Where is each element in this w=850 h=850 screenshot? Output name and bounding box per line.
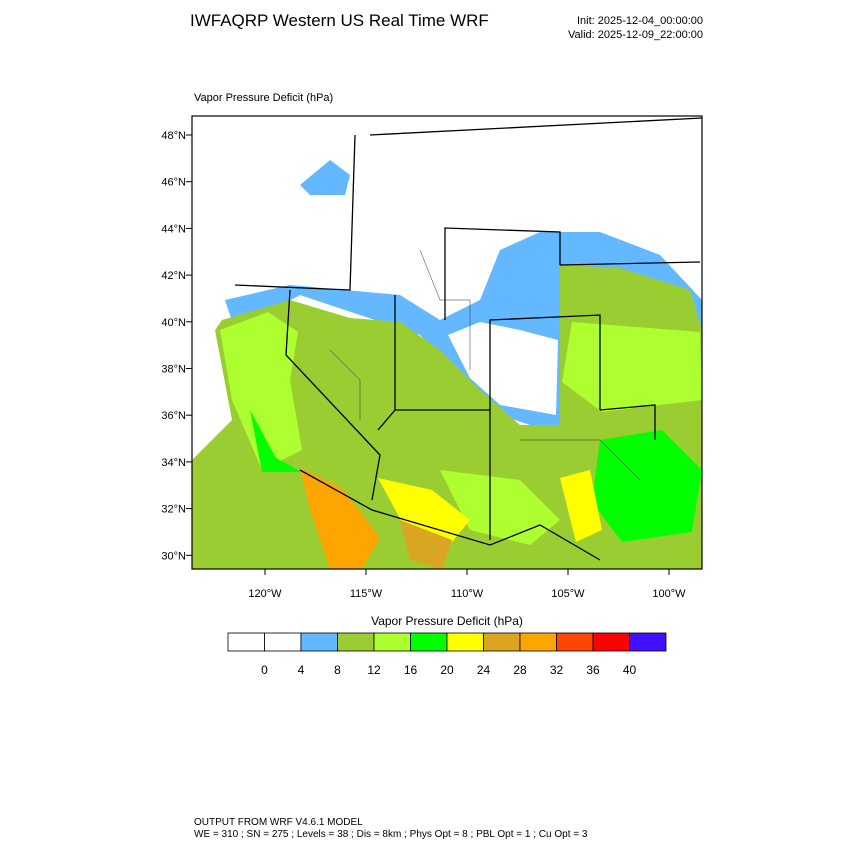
footer-line: OUTPUT FROM WRF V4.6.1 MODEL <box>194 817 363 828</box>
lat-labels: 48°N 46°N 44°N 42°N 40°N 38°N 36°N 34°N 32°N 30°N <box>161 130 192 562</box>
colorbar-label: 0 <box>261 663 268 677</box>
map-frame <box>191 115 703 570</box>
colorbar-label: 40 <box>623 663 637 677</box>
lat-label: 42°N <box>161 270 186 282</box>
colorbar-box <box>556 632 594 652</box>
init-time: Init: 2025-12-04_00:00:00 <box>577 15 703 27</box>
footer-line: WE = 310 ; SN = 275 ; Levels = 38 ; Dis … <box>194 829 588 840</box>
colorbar-box <box>227 632 265 652</box>
colorbar-label: 8 <box>334 663 341 677</box>
lat-label: 40°N <box>161 317 186 329</box>
map-field <box>192 116 702 569</box>
colorbar-label: 12 <box>367 663 381 677</box>
colorbar-box <box>337 632 375 652</box>
colorbar-label: 16 <box>404 663 418 677</box>
colorbar-label: 28 <box>513 663 527 677</box>
title: IWFAQRP Western US Real Time WRF <box>190 11 489 30</box>
colorbar-box <box>519 632 557 652</box>
colorbar-title: Vapor Pressure Deficit (hPa) <box>371 614 523 628</box>
lon-label: 120°W <box>248 588 282 600</box>
lon-labels: 120°W 115°W 110°W 105°W 100°W <box>248 569 686 600</box>
lat-label: 46°N <box>161 177 186 189</box>
lon-label: 100°W <box>652 588 686 600</box>
lon-label: 105°W <box>551 588 585 600</box>
lon-label: 115°W <box>350 588 383 600</box>
colorbar-label: 36 <box>586 663 600 677</box>
colorbar-box <box>410 632 448 652</box>
colorbar-box <box>629 632 667 652</box>
colorbar-box <box>446 632 484 652</box>
colorbar-label: 4 <box>298 663 305 677</box>
colorbar-box <box>483 632 521 652</box>
lon-label: 110°W <box>451 588 484 600</box>
lat-label: 32°N <box>161 504 186 516</box>
valid-time: Valid: 2025-12-09_22:00:00 <box>568 29 703 41</box>
lat-label: 34°N <box>161 457 186 469</box>
lat-label: 44°N <box>161 223 186 235</box>
colorbar-label: 24 <box>477 663 491 677</box>
lat-label: 36°N <box>161 410 186 422</box>
colorbar-box <box>373 632 411 652</box>
lat-label: 38°N <box>161 364 186 376</box>
colorbar-box <box>592 632 630 652</box>
lat-label: 30°N <box>161 550 186 562</box>
colorbar-label: 20 <box>440 663 454 677</box>
lat-label: 48°N <box>161 130 186 142</box>
colorbar-box <box>264 632 302 652</box>
colorbar: 0 4 8 12 16 20 24 28 32 36 40 <box>227 632 667 677</box>
colorbar-label: 32 <box>550 663 564 677</box>
map-subtitle: Vapor Pressure Deficit (hPa) <box>194 92 333 104</box>
colorbar-box <box>300 632 338 652</box>
